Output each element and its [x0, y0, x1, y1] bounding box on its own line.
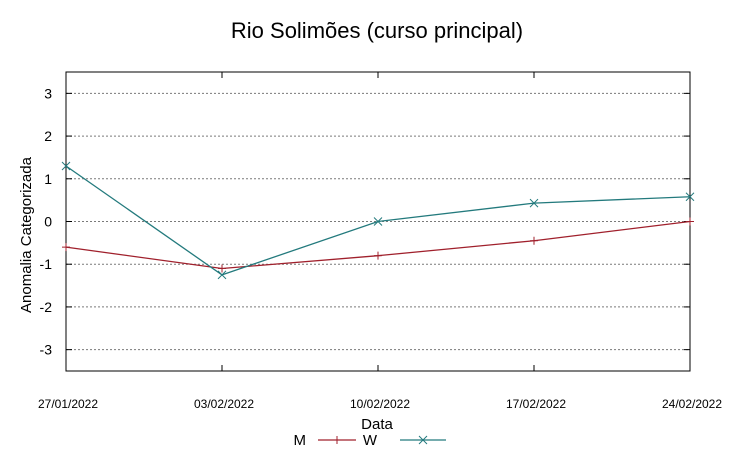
series-m — [62, 217, 694, 273]
y-tick-labels: -3 -2 -1 0 1 2 3 — [40, 85, 53, 357]
data-point — [373, 217, 383, 226]
data-point — [530, 236, 538, 245]
legend-label: W — [363, 432, 378, 449]
y-tick-label: 1 — [44, 171, 52, 187]
legend-entry-m: M — [294, 432, 356, 449]
data-point — [685, 192, 695, 202]
series-w — [61, 161, 695, 280]
data-point — [374, 251, 382, 260]
x-tick-labels: 27/01/2022 03/02/2022 10/02/2022 17/02/2022… — [38, 397, 722, 411]
y-tick-label: 2 — [44, 128, 52, 144]
data-point — [61, 161, 71, 171]
x-tick-label: 17/02/2022 — [506, 397, 566, 411]
y-tick-label: -3 — [40, 342, 53, 358]
y-tick-label: 0 — [44, 214, 52, 230]
grid-lines — [66, 92, 690, 351]
y-tick-label: -2 — [40, 299, 53, 315]
point-marker — [418, 435, 428, 445]
x-tick-label: 27/01/2022 — [38, 397, 98, 411]
data-series — [61, 161, 695, 280]
data-point — [529, 198, 539, 208]
legend-swatch-marker — [418, 435, 428, 445]
point-marker — [61, 161, 71, 171]
chart-title: Rio Solimões (curso principal) — [231, 18, 523, 43]
x-axis-label: Data — [361, 416, 393, 433]
legend-swatch-marker — [333, 436, 341, 444]
legend-entry-w: W — [363, 432, 446, 449]
y-axis-label: Anomalia Categorizada — [18, 156, 35, 313]
series-line — [65, 220, 691, 270]
y-tick-label: 3 — [44, 85, 52, 101]
x-tick-label: 24/02/2022 — [662, 397, 722, 411]
point-marker — [373, 217, 383, 226]
y-tick-label: -1 — [40, 256, 53, 272]
legend-label: M — [294, 432, 307, 449]
data-point — [218, 264, 226, 273]
point-marker — [217, 270, 227, 280]
x-tick-label: 10/02/2022 — [350, 397, 410, 411]
point-marker — [685, 192, 695, 202]
data-point — [217, 270, 227, 280]
point-marker — [529, 198, 539, 208]
x-tick-label: 03/02/2022 — [194, 397, 254, 411]
data-point — [62, 243, 70, 252]
data-point — [686, 217, 694, 226]
